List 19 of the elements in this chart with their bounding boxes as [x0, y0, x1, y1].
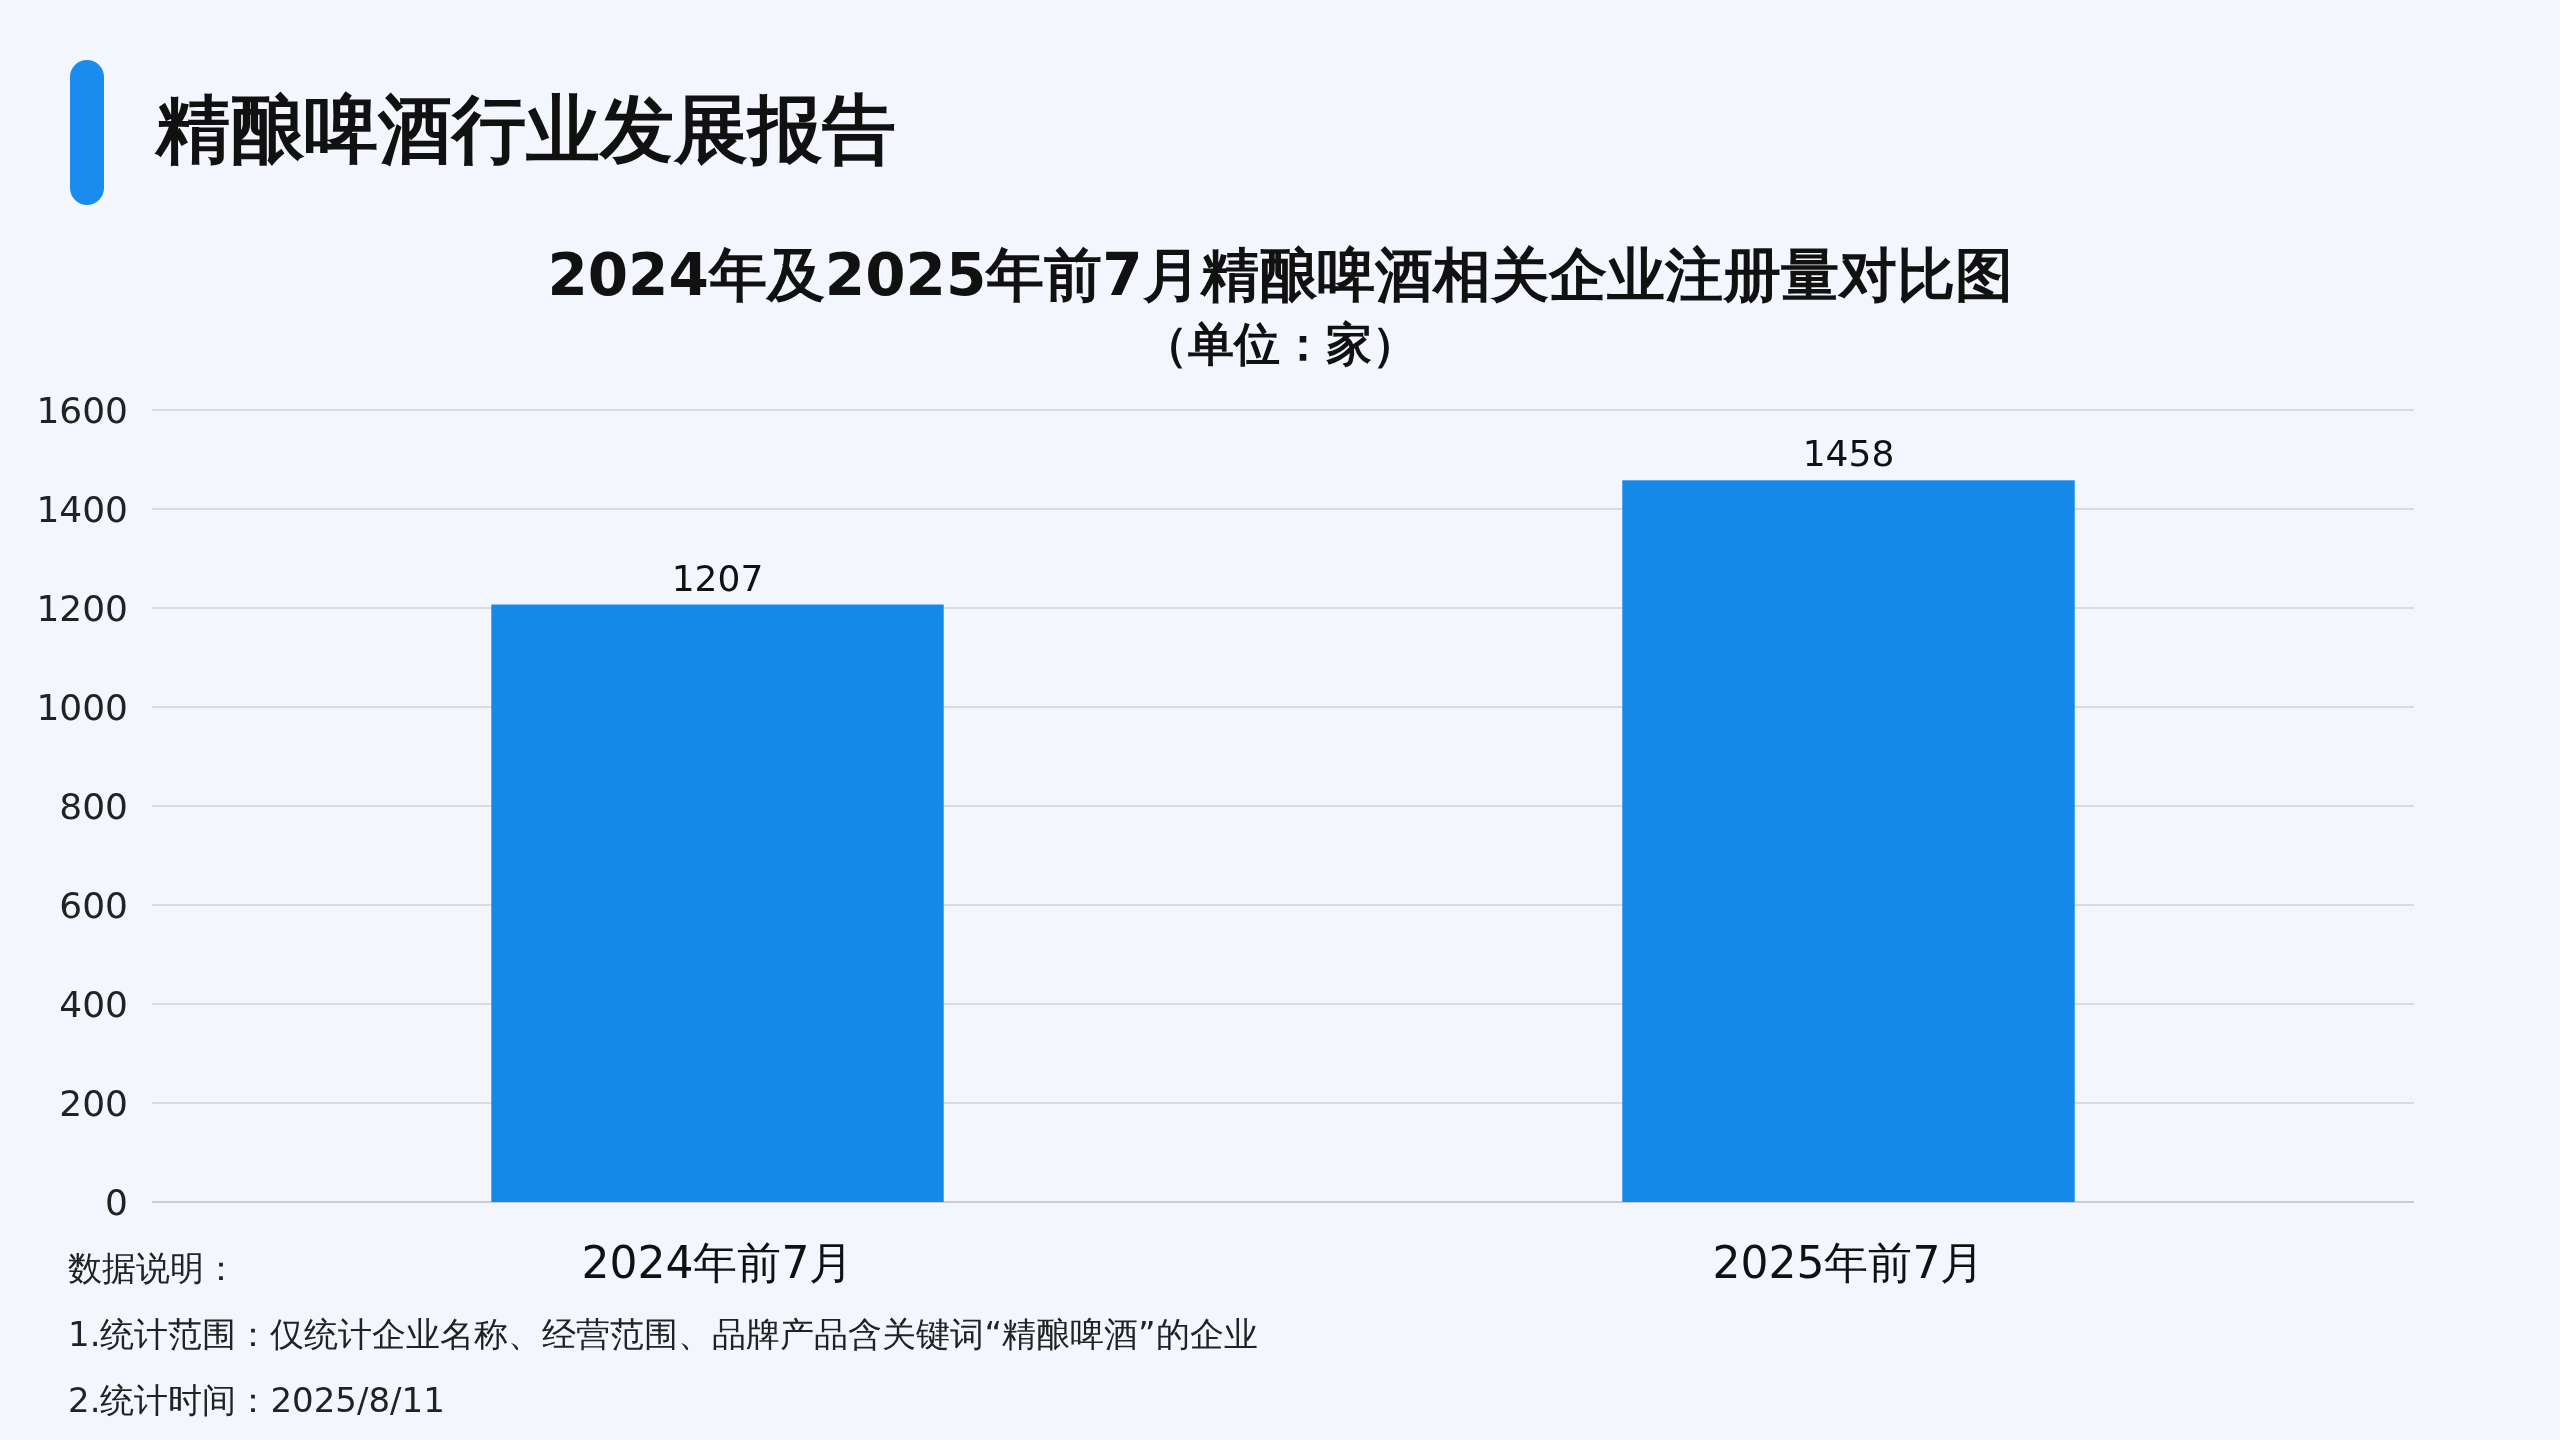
y-tick-label: 400: [59, 984, 128, 1025]
x-tick-label: 2024年前7月: [581, 1237, 854, 1288]
text: 1.统计范围：仅统计企业名称、经营范围、品牌产品含关键词“精酿啤酒”的企业: [68, 1314, 1258, 1354]
y-tick-label: 0: [105, 1182, 128, 1223]
y-tick-label: 1000: [36, 687, 128, 728]
y-tick-label: 1200: [36, 588, 128, 629]
y-tick-label: 600: [59, 885, 128, 926]
y-tick-label: 1400: [36, 489, 128, 530]
data-label: 1207: [671, 557, 764, 599]
data-label: 1458: [1802, 433, 1895, 475]
text: 2.统计时间：2025/8/11: [68, 1380, 445, 1420]
text: （单位：家）: [1142, 317, 1418, 371]
chart-subtitle: 2024年及2025年前7月精酿啤酒相关企业注册量对比图: [547, 241, 2013, 309]
y-tick-label: 800: [59, 786, 128, 827]
chart-title: 精酿啤酒行业发展报告: [154, 86, 896, 172]
y-tick-label: 200: [59, 1083, 128, 1124]
text: 数据说明：: [68, 1248, 238, 1288]
y-tick-label: 1600: [36, 390, 128, 431]
x-tick-label: 2025年前7月: [1712, 1237, 1985, 1288]
